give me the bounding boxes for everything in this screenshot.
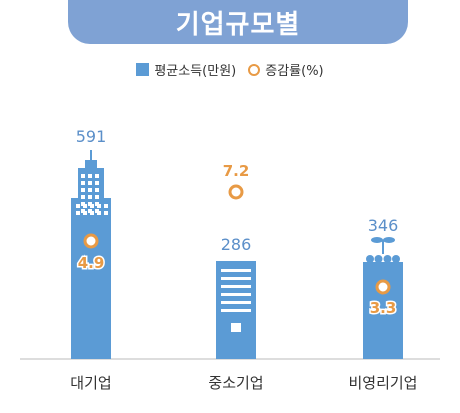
- stripe-sme: [221, 309, 251, 312]
- window-large: [81, 174, 85, 178]
- bar-large: [71, 198, 111, 359]
- window-large: [88, 174, 92, 178]
- value-label-income-sme: 286: [221, 235, 252, 254]
- window-large: [95, 174, 99, 178]
- rate-marker-sme: [228, 184, 244, 200]
- window-large: [104, 204, 108, 208]
- legend-label-rate: 증감률(%): [265, 64, 324, 79]
- category-label-large: 대기업: [70, 374, 111, 392]
- bar-nonprofit: [363, 262, 403, 359]
- window-large: [88, 188, 92, 192]
- stripe-sme: [221, 269, 251, 272]
- window-large: [83, 204, 87, 208]
- category-label-nonprofit: 비영리기업: [348, 374, 417, 392]
- value-label-income-nonprofit: 346: [368, 216, 399, 235]
- value-label-rate-nonprofit: 3.3: [370, 299, 397, 317]
- window-large: [88, 195, 92, 199]
- rate-marker-large: [83, 233, 99, 249]
- door-sme: [231, 323, 241, 332]
- window-large: [97, 211, 101, 215]
- legend-item-income: 평균소득(만원): [136, 60, 236, 79]
- window-large: [81, 188, 85, 192]
- stripe-sme: [221, 301, 251, 304]
- value-label-income-large: 591: [76, 127, 107, 146]
- legend-label-income: 평균소득(만원): [154, 64, 237, 79]
- window-large: [81, 195, 85, 199]
- title-banner: 기업규모별: [68, 0, 408, 44]
- window-large: [104, 211, 108, 215]
- window-large: [95, 195, 99, 199]
- sprout-leaf-icon: [371, 237, 383, 243]
- window-large: [76, 204, 80, 208]
- window-large: [90, 211, 94, 215]
- stripe-sme: [221, 293, 251, 296]
- bar-large-antenna: [90, 150, 92, 161]
- stripe-sme: [221, 285, 251, 288]
- legend-swatch-bar: [136, 63, 150, 76]
- chart-legend: 평균소득(만원) 증감률(%): [0, 60, 460, 79]
- window-large: [76, 211, 80, 215]
- sprout-leaf-icon: [383, 237, 395, 243]
- window-large: [88, 181, 92, 185]
- window-large: [83, 211, 87, 215]
- window-large: [90, 204, 94, 208]
- window-large: [95, 188, 99, 192]
- rate-marker-nonprofit: [375, 279, 391, 295]
- bar-large-crown: [85, 160, 97, 169]
- legend-item-rate: 증감률(%): [248, 60, 324, 79]
- person-head-icon: [392, 255, 400, 263]
- value-label-rate-large: 4.9: [78, 254, 105, 272]
- window-large: [97, 204, 101, 208]
- person-head-icon: [383, 255, 392, 263]
- window-large: [95, 181, 99, 185]
- chart-title: 기업규모별: [175, 9, 301, 40]
- stripe-sme: [221, 277, 251, 280]
- person-head-icon: [374, 255, 383, 263]
- window-large: [81, 181, 85, 185]
- category-label-sme: 중소기업: [208, 374, 263, 392]
- value-label-rate-sme: 7.2: [223, 162, 250, 180]
- legend-marker-circle: [248, 63, 261, 76]
- person-head-icon: [366, 255, 374, 263]
